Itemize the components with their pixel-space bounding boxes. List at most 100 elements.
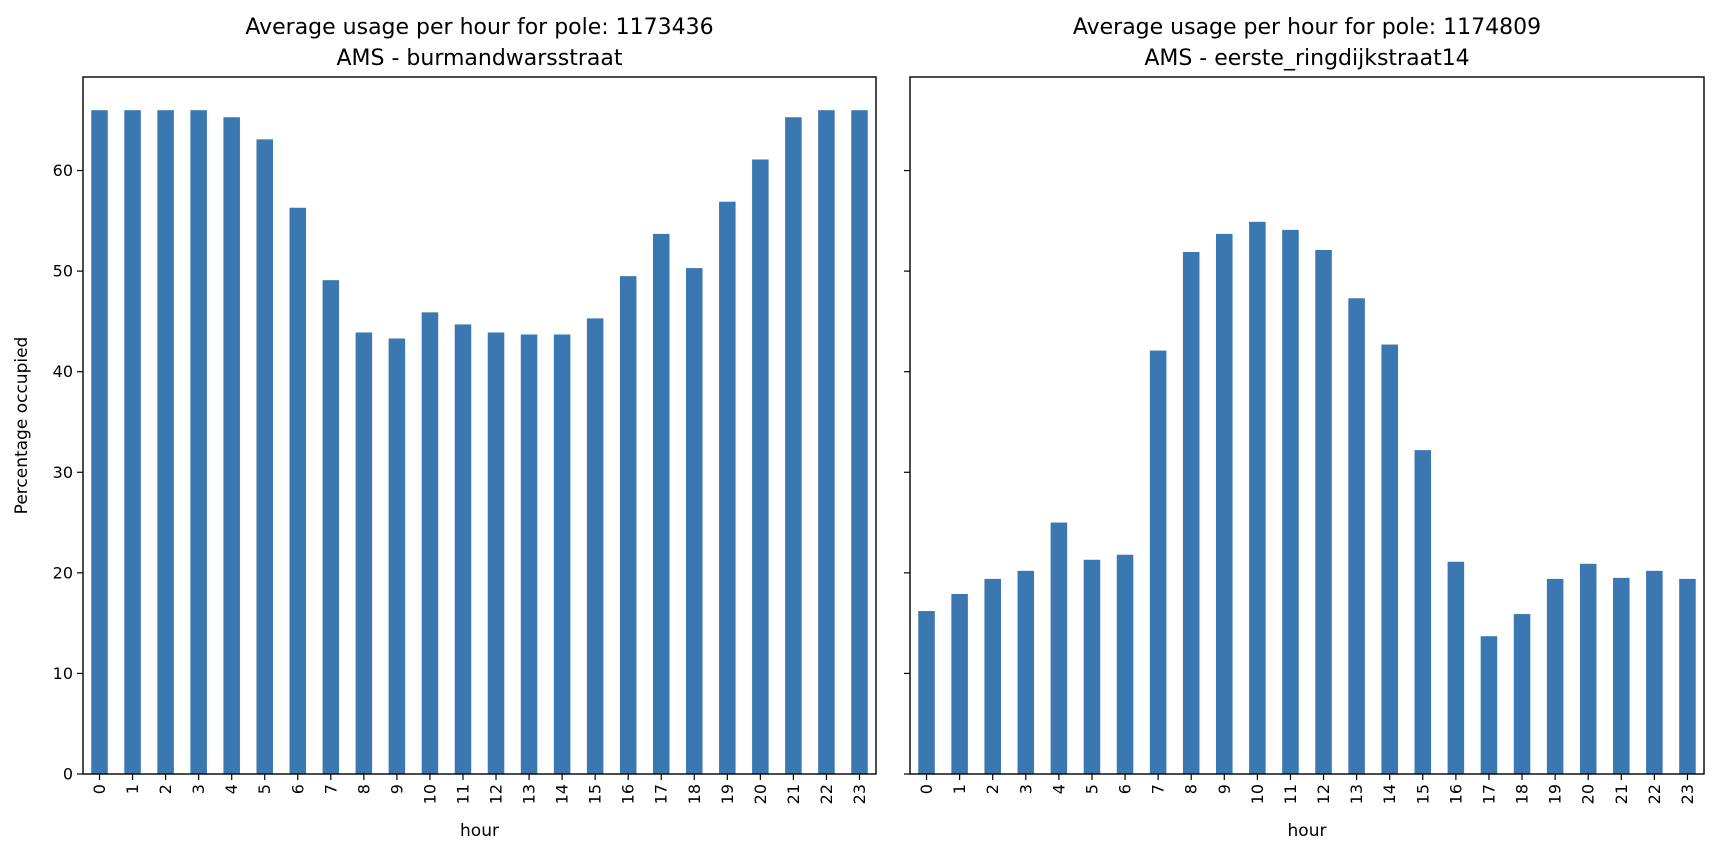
x-tick-label: 19 <box>718 784 737 804</box>
x-tick-label: 12 <box>1314 784 1333 804</box>
bar-group <box>918 221 1696 775</box>
bar-hour-22 <box>1646 570 1663 774</box>
chart-title: Average usage per hour for pole: 1173436 <box>245 15 713 40</box>
bar-hour-2 <box>157 110 174 774</box>
x-tick-label: 19 <box>1546 784 1565 804</box>
x-tick-label: 14 <box>553 784 572 804</box>
x-tick-label: 23 <box>1678 784 1697 804</box>
bar-hour-8 <box>1182 252 1200 774</box>
bar-hour-18 <box>686 268 703 774</box>
bar-hour-9 <box>1216 233 1233 774</box>
bar-hour-15 <box>1414 450 1432 774</box>
chart-panel-right: Average usage per hour for pole: 1174809… <box>904 15 1705 841</box>
bar-hour-5 <box>256 139 273 775</box>
x-tick-label: 5 <box>255 784 274 794</box>
x-tick-label: 6 <box>1116 784 1135 794</box>
x-tick-label: 0 <box>917 784 936 794</box>
bar-hour-19 <box>719 201 736 775</box>
bar-hour-5 <box>1083 559 1101 774</box>
x-tick-label: 18 <box>685 784 704 804</box>
bar-hour-0 <box>918 611 935 774</box>
x-tick-label: 9 <box>387 784 406 794</box>
bar-hour-18 <box>1513 614 1531 774</box>
plot-frame <box>909 76 1705 775</box>
bar-hour-16 <box>1447 561 1465 774</box>
x-tick-label: 7 <box>1149 784 1168 794</box>
bar-hour-12 <box>487 332 505 774</box>
y-tick-label: 30 <box>53 463 73 482</box>
bar-hour-13 <box>1348 298 1365 774</box>
x-tick-label: 14 <box>1380 784 1399 804</box>
x-tick-label: 20 <box>1579 784 1598 804</box>
x-tick-label: 1 <box>123 784 142 794</box>
chart-panel-left: Average usage per hour for pole: 1173436… <box>12 15 877 841</box>
y-tick-label: 0 <box>63 765 73 784</box>
bar-hour-3 <box>190 110 207 774</box>
x-tick-label: 23 <box>850 784 869 804</box>
x-tick-label: 8 <box>1182 784 1201 794</box>
bar-hour-23 <box>851 110 868 774</box>
x-tick-label: 22 <box>817 784 836 804</box>
y-ticks <box>904 169 910 775</box>
bar-hour-4 <box>223 117 240 775</box>
bar-hour-16 <box>619 276 637 774</box>
chart-title: Average usage per hour for pole: 1174809 <box>1073 15 1541 40</box>
x-tick-label: 8 <box>354 784 373 794</box>
x-tick-label: 6 <box>288 784 307 794</box>
bar-hour-17 <box>652 233 670 774</box>
x-ticks: 0 1 2 3 4 5 6 7 8 9 10 11 12 13 14 15 16 17 18 19 20 21 22 23 <box>90 774 869 804</box>
bar-hour-1 <box>951 593 968 774</box>
x-tick-label: 5 <box>1082 784 1101 794</box>
x-tick-label: 2 <box>156 784 175 794</box>
y-tick-label: 40 <box>53 362 73 381</box>
bar-hour-20 <box>1579 563 1597 774</box>
bar-hour-1 <box>124 110 141 774</box>
x-tick-label: 17 <box>652 784 671 804</box>
x-axis-label: hour <box>1288 821 1327 841</box>
bar-hour-22 <box>818 110 835 774</box>
x-axis-label: hour <box>460 821 499 841</box>
x-tick-label: 16 <box>1446 784 1465 804</box>
bar-hour-10 <box>1249 221 1266 774</box>
x-tick-label: 12 <box>487 784 506 804</box>
bar-hour-4 <box>1050 522 1068 774</box>
x-tick-label: 15 <box>586 784 605 804</box>
bar-hour-15 <box>586 318 604 774</box>
x-tick-label: 3 <box>1016 784 1035 794</box>
bar-hour-10 <box>421 312 439 774</box>
y-ticks: 0 10 20 30 40 50 60 <box>53 161 83 784</box>
x-tick-label: 11 <box>453 784 472 804</box>
x-tick-label: 4 <box>222 784 241 794</box>
bar-hour-0 <box>91 110 108 774</box>
x-tick-label: 10 <box>1248 784 1267 804</box>
bar-hour-7 <box>1149 350 1167 774</box>
bar-hour-21 <box>1613 577 1630 774</box>
y-tick-label: 10 <box>53 664 73 683</box>
bar-hour-11 <box>1282 229 1299 774</box>
bar-hour-17 <box>1480 636 1498 774</box>
x-tick-label: 22 <box>1645 784 1664 804</box>
bar-hour-8 <box>355 332 373 774</box>
x-tick-label: 13 <box>520 784 539 804</box>
bar-hour-6 <box>289 207 307 774</box>
x-tick-label: 20 <box>751 784 770 804</box>
x-tick-label: 18 <box>1513 784 1532 804</box>
bar-hour-6 <box>1116 554 1134 774</box>
bar-hour-3 <box>1017 570 1035 774</box>
bar-hour-14 <box>1381 344 1398 774</box>
bar-hour-14 <box>553 334 571 774</box>
x-tick-label: 21 <box>1612 784 1631 804</box>
x-tick-label: 13 <box>1347 784 1366 804</box>
y-axis-label: Percentage occupied <box>12 337 32 515</box>
x-tick-label: 15 <box>1413 784 1432 804</box>
chart-subtitle: AMS - burmandwarsstraat <box>336 46 622 71</box>
plot-frame <box>82 76 877 775</box>
x-tick-label: 16 <box>619 784 638 804</box>
y-tick-label: 50 <box>53 262 73 281</box>
bar-hour-23 <box>1679 578 1696 774</box>
bar-hour-2 <box>984 578 1001 774</box>
y-tick-label: 20 <box>53 563 73 582</box>
bar-hour-21 <box>785 117 802 775</box>
x-tick-label: 10 <box>420 784 439 804</box>
